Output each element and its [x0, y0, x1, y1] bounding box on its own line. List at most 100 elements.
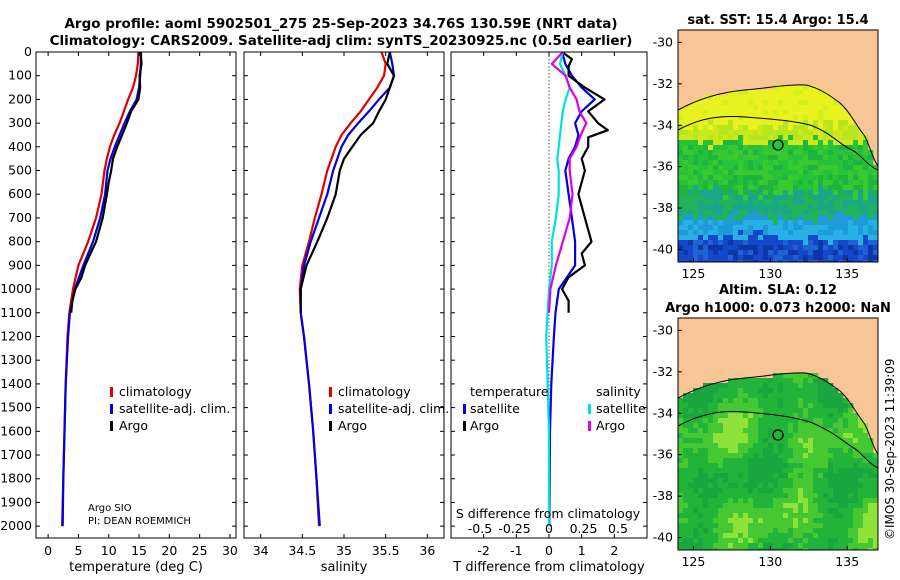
t-difference-xlabel: T difference from climatology [452, 560, 645, 575]
temperature-xtick-label: 0 [44, 543, 52, 558]
sst-map: sat. SST: 15.4 Argo: 15.4 125 130 135 -30 -3… [653, 13, 879, 281]
legend-salinity-argo: Argo [596, 418, 625, 433]
depth-tick-label: 1000 [0, 281, 32, 296]
map-lat-tick-label: -34 [653, 405, 673, 420]
map-lat-tick-label: -30 [653, 34, 673, 49]
salinity-difference-tick-label: 0.5 [608, 521, 628, 536]
salinity-xtick-label: 34.5 [288, 543, 316, 558]
difference-xtick-label: -2 [477, 543, 489, 558]
salinity-legend-satellite: satellite-adj. clim. [338, 401, 449, 416]
map-lat-tick-label: -30 [653, 322, 673, 337]
difference-series-salinity-argo [547, 52, 588, 313]
difference-xtick-label: -1 [510, 543, 522, 558]
sla-map-subtitle: Argo h1000: 0.073 h2000: NaN [665, 301, 891, 316]
salinity-legend-climatology: climatology [338, 384, 411, 399]
legend-salinity-title: salinity [596, 384, 641, 399]
map-lat-tick-label: -36 [653, 447, 673, 462]
difference-series-salinity-satellite [545, 52, 571, 527]
temperature-legend: climatology satellite-adj. clim. Argo [110, 384, 230, 433]
salinity-series-argo [299, 52, 396, 313]
salinity-xtick-label: 35.5 [372, 543, 400, 558]
temperature-series-argo [70, 52, 143, 313]
depth-tick-label: 100 [8, 68, 32, 83]
salinity-xtick-label: 36 [419, 543, 435, 558]
depth-tick-label: 1800 [0, 471, 32, 486]
temperature-xtick-label: 15 [131, 543, 147, 558]
depth-tick-label: 500 [8, 163, 32, 178]
map-lat-tick-label: -40 [653, 530, 673, 545]
map-lat-tick-label: -38 [653, 200, 673, 215]
depth-tick-label: 1700 [0, 447, 32, 462]
temperature-legend-satellite: satellite-adj. clim. [119, 401, 230, 416]
legend-salinity-satellite: satellite [596, 401, 646, 416]
sla-map: Altim. SLA: 0.12 Argo h1000: 0.073 h2000… [653, 283, 891, 569]
map-lon-tick-label: 135 [835, 266, 859, 281]
salinity-series-satellite-adj-clim- [299, 52, 396, 527]
temperature-legend-argo: Argo [119, 418, 148, 433]
temperature-xtick-label: 5 [74, 543, 82, 558]
depth-tick-label: 1600 [0, 423, 32, 438]
difference-xtick-label: 1 [578, 543, 586, 558]
depth-tick-label: 200 [8, 91, 32, 106]
sst-coastline [678, 84, 878, 167]
sla-front-contour [678, 411, 878, 469]
difference-legend: temperature satellite Argo salinity sate… [463, 384, 646, 433]
depth-tick-label: 800 [8, 234, 32, 249]
salinity-legend-argo: Argo [338, 418, 367, 433]
depth-tick-label: 2000 [0, 518, 32, 533]
figure-title-line2: Climatology: CARS2009. Satellite-adj cli… [50, 33, 633, 49]
sla-argo-position-marker [772, 429, 784, 441]
salinity-legend: climatology satellite-adj. clim. Argo [329, 384, 449, 433]
depth-tick-label: 700 [8, 210, 32, 225]
map-lon-tick-label: 135 [835, 554, 859, 569]
difference-series-temperature-satellite [548, 52, 596, 527]
map-lon-tick-label: 125 [681, 554, 705, 569]
salinity-difference-tick-label: 0.25 [570, 521, 598, 536]
legend-temperature-title: temperature [470, 384, 549, 399]
sst-front-contour [678, 115, 878, 171]
salinity-panel: 34 34.5 35 35.5 36 salinity climatology sate… [243, 51, 449, 575]
sst-map-title: sat. SST: 15.4 Argo: 15.4 [687, 13, 868, 28]
temperature-xlabel: temperature (deg C) [69, 560, 203, 575]
map-lat-tick-label: -32 [653, 76, 673, 91]
map-lon-tick-label: 130 [758, 266, 782, 281]
temperature-legend-climatology: climatology [119, 384, 192, 399]
salinity-difference-tick-label: 0 [545, 521, 553, 536]
sla-map-title: Altim. SLA: 0.12 [719, 283, 837, 298]
depth-tick-label: 600 [8, 186, 32, 201]
map-lat-tick-label: -32 [653, 364, 673, 379]
s-difference-xlabel: S difference from climatology [456, 506, 641, 521]
temperature-series-satellite-adj-clim- [61, 52, 142, 527]
argo-institution-label: Argo SIO [88, 503, 132, 514]
salinity-xtick-label: 34 [253, 543, 269, 558]
difference-series-temperature-argo [560, 52, 609, 313]
imos-credit: ©IMOS 30-Sep-2023 11:39:09 [883, 358, 897, 540]
salinity-difference-tick-label: -0.25 [498, 521, 530, 536]
temperature-panel: 0 5 10 15 20 25 300100200300400500600700800900… [0, 44, 238, 575]
map-lat-tick-label: -40 [653, 242, 673, 257]
salinity-difference-tick-label: -0.5 [468, 521, 492, 536]
legend-temperature-satellite: satellite [470, 401, 520, 416]
depth-tick-label: 0 [24, 44, 32, 59]
figure-title-line1: Argo profile: aoml 5902501_275 25-Sep-20… [64, 16, 617, 32]
difference-xtick-label: 0 [545, 543, 553, 558]
depth-tick-label: 400 [8, 139, 32, 154]
legend-temperature-argo: Argo [470, 418, 499, 433]
depth-tick-label: 1300 [0, 352, 32, 367]
depth-tick-label: 1900 [0, 494, 32, 509]
depth-tick-label: 1500 [0, 400, 32, 415]
depth-tick-label: 1400 [0, 376, 32, 391]
temperature-xtick-label: 10 [101, 543, 117, 558]
map-lat-tick-label: -36 [653, 159, 673, 174]
sla-coastline [678, 372, 878, 455]
depth-tick-label: 900 [8, 257, 32, 272]
salinity-xtick-label: 35 [336, 543, 352, 558]
map-lat-tick-label: -34 [653, 117, 673, 132]
difference-panel: -2 -1 0 1 2 -0.5 -0.25 0 0.25 0.5 T difference fr… [450, 51, 648, 575]
depth-tick-label: 300 [8, 115, 32, 130]
map-lon-tick-label: 125 [681, 266, 705, 281]
sst-argo-position-marker [772, 139, 784, 151]
map-lon-tick-label: 130 [758, 554, 782, 569]
argo-pi-label: PI: DEAN ROEMMICH [88, 516, 191, 527]
